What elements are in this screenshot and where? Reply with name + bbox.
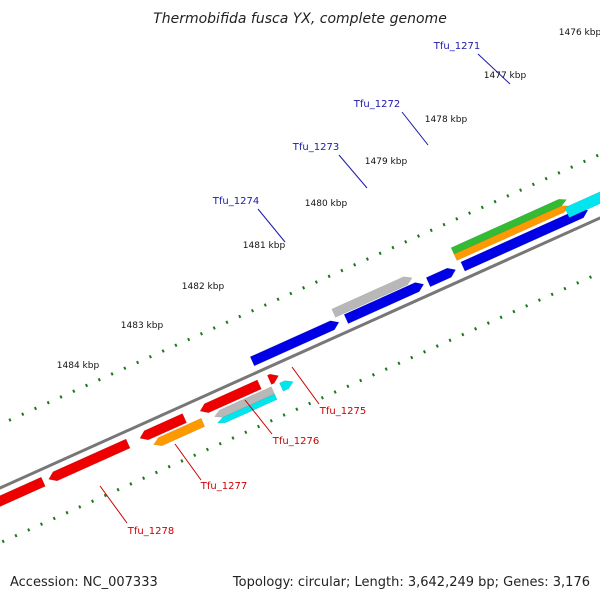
tick-label: 1484 kbp	[57, 361, 100, 371]
gene-arrow-tfu-1271	[460, 208, 589, 272]
gene-arrow-tfu-1275	[266, 373, 279, 385]
map-title: Thermobifida fusca YX, complete genome	[153, 11, 447, 27]
gene-arrow-tfu-1278	[0, 476, 46, 507]
callout-line-reverse	[174, 443, 202, 481]
callout-line-forward	[401, 111, 429, 146]
gene-arrow-tfu-1276	[199, 379, 262, 414]
gene-features	[0, 191, 600, 507]
gene-label-forward[interactable]: Tfu_1272	[353, 99, 400, 110]
gene-label-reverse[interactable]: Tfu_1275	[319, 406, 366, 417]
callout-line-reverse	[99, 485, 128, 524]
gene-label-forward[interactable]: Tfu_1271	[433, 41, 480, 52]
gene-label-forward[interactable]: Tfu_1273	[292, 142, 339, 153]
tick-label: 1478 kbp	[425, 115, 468, 125]
gene-label-reverse[interactable]: Tfu_1277	[200, 481, 247, 492]
tick-label: 1483 kbp	[121, 321, 164, 331]
track-lines	[0, 152, 600, 544]
gene-arrow-green	[450, 199, 568, 255]
tick-label: 1481 kbp	[243, 241, 286, 251]
callout-line-forward	[338, 154, 368, 189]
gene-arrow-cyan-small	[279, 380, 294, 392]
gene-label-forward[interactable]: Tfu_1274	[212, 196, 259, 207]
gene-arrow-grey-lower	[214, 386, 275, 418]
accession-label: Accession: NC_007333	[10, 575, 158, 590]
gene-arrow-red-3	[139, 413, 187, 441]
tick-label: 1480 kbp	[305, 199, 348, 209]
gene-arrow-tfu-1273	[343, 282, 425, 324]
gene-arrow-tfu-1277	[48, 438, 131, 482]
callout-line-reverse	[291, 366, 320, 405]
backbone-line	[0, 216, 600, 490]
tick-label: 1476 kbp	[559, 28, 600, 38]
gene-label-reverse[interactable]: Tfu_1278	[127, 526, 174, 537]
gene-arrow-orange	[453, 205, 570, 261]
gene-callouts: Tfu_1271 Tfu_1272 Tfu_1273 Tfu_1274 Tfu_1275…	[99, 41, 511, 537]
callout-line-reverse	[244, 399, 273, 435]
outer-tick-ring	[0, 152, 600, 427]
genome-summary: Topology: circular; Length: 3,642,249 bp…	[232, 575, 590, 590]
gene-arrow-cyan-top	[564, 191, 600, 218]
gene-arrow-orange-lower	[153, 417, 206, 447]
tick-label: 1477 kbp	[484, 71, 527, 81]
tick-label: 1479 kbp	[365, 157, 408, 167]
gene-arrow-cyan-lower	[216, 393, 278, 424]
gene-arrow-tfu-1272	[425, 267, 456, 288]
gene-label-reverse[interactable]: Tfu_1276	[272, 436, 319, 447]
gene-arrow-tfu-1274	[249, 320, 340, 367]
tick-labels: 1476 kbp 1477 kbp 1478 kbp 1479 kbp 1480 kbp…	[57, 28, 600, 371]
tick-label: 1482 kbp	[182, 282, 225, 292]
gene-arrow-grey	[331, 276, 413, 318]
inner-tick-ring	[1, 271, 600, 544]
callout-line-forward	[477, 53, 511, 85]
callout-line-forward	[257, 208, 286, 243]
